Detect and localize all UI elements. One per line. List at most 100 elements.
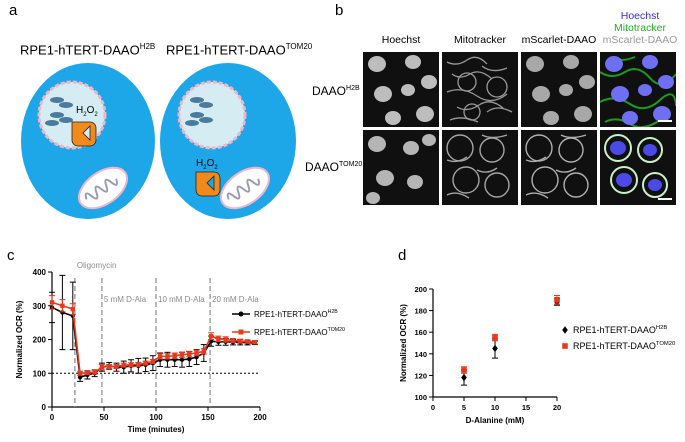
chart-ocr-dalanine: 100 120 140 160 180 200 0 5 10 15 20 D-Alanine (mM)… [399,285,676,425]
y-tick-label: 160 [414,328,427,337]
y-tick-label: 100 [414,393,427,402]
nucleus [177,80,247,150]
data-point [157,354,163,359]
data-point [172,353,177,358]
cell-title-h2b: RPE1-hTERT-DAAOH2B [20,42,156,58]
daao-enzyme-icon [195,171,221,197]
data-point [114,364,119,369]
cell-title-tom20: RPE1-hTERT-DAAOTOM20 [166,42,313,58]
data-point [136,362,141,367]
data-point [461,373,467,382]
treatment-label: 20 mM D-Ala [212,295,259,304]
series-tom20 [49,295,258,376]
data-point [60,303,65,308]
merge-legend: Hoechst Mitotracker mScarlet-DAAO [597,10,683,46]
y-tick-label: 200 [33,336,47,345]
chart-ocr-time: 0 100 200 300 400 0 50 100 150 200 Time (minutes) N… [15,262,345,434]
y-tick-label: 200 [414,285,427,294]
x-tick-label: 100 [149,413,163,422]
x-axis-label: Time (minutes) [128,425,185,434]
legend-label: RPE1-hTERT-DAAOTOM20 [573,341,676,351]
column-label-mscarlet: mScarlet-DAAO [521,34,597,46]
scale-bar [658,198,672,200]
data-point [99,364,105,370]
data-point [128,362,134,368]
micrograph-h2b-mscarlet [521,52,597,127]
x-tick-label: 0 [50,413,55,422]
row-label-h2b: DAAOH2B [312,84,360,98]
micrograph-tom20-mscarlet [521,130,597,205]
micrograph-h2b-hoechst [363,52,439,127]
data-point [208,333,214,339]
data-point [562,343,568,349]
data-point [492,344,498,353]
data-point [179,352,185,357]
series-line [51,306,255,379]
x-tick-label: 200 [253,413,267,422]
merge-label-mitotracker: Mitotracker [614,22,666,34]
merge-label-mscarlet: mScarlet-DAAO [602,34,678,46]
y-axis-label: Normalized OCR (%) [15,300,24,378]
x-tick-label: 15 [522,403,530,412]
micrograph-h2b-mitotracker [442,52,518,127]
data-point [77,375,83,380]
x-tick-label: 10 [491,403,499,412]
data-point [223,337,228,342]
panel-letter-a: a [9,2,18,19]
data-point [121,362,126,368]
micrograph-tom20-hoechst [363,130,439,205]
cell-diagrams: H2O2 H2O2 [21,63,296,219]
data-point [461,367,467,373]
dna-icon [45,97,73,126]
cell-diagram-tom20: H2O2 [160,63,296,219]
cell-diagram-h2b: H2O2 [21,63,155,219]
h2o2-label-1: H2O2 [76,105,98,118]
data-point [187,351,192,357]
data-point [70,306,75,312]
data-point [187,356,192,362]
x-tick-label: 0 [431,403,435,412]
series-h2b [461,298,560,386]
scale-bar [658,120,672,122]
y-tick-label: 140 [414,350,427,359]
panel-letter-d: d [398,247,407,264]
data-point [238,338,243,344]
data-point [165,354,170,359]
data-point [85,370,90,375]
dna-icon [185,97,213,126]
micrograph-tom20-merge [600,130,676,205]
micrograph-tom20-mitotracker [442,130,518,205]
x-tick-label: 50 [100,413,109,422]
y-tick-label: 300 [33,302,47,311]
treatment-label: 10 mM D-Ala [158,295,205,304]
data-point [238,329,244,335]
legend-label: RPE1-hTERT-DAAOTOM20 [254,327,345,337]
y-tick-label: 400 [33,268,47,277]
data-point [49,300,55,305]
series-tom20 [461,294,560,374]
daao-enzyme-icon [71,121,97,147]
data-point [216,336,221,342]
h2o2-label-2: H2O2 [196,158,218,171]
merge-label-hoechst: Hoechst [620,10,660,22]
data-point [201,349,207,354]
mitochondrion-icon [78,166,128,210]
y-tick-label: 100 [33,369,47,378]
treatment-label: 5 mM D-Ala [104,295,147,304]
mitochondrion-icon [220,166,270,210]
data-point [562,326,568,334]
panel-letter-b: b [335,2,344,19]
micrograph-h2b-merge [600,52,676,127]
data-point [238,311,244,317]
row-label-tom20: DAAOTOM20 [305,160,363,174]
data-point [245,339,250,344]
y-axis-label: Normalized OCR (%) [399,304,408,382]
data-point [252,340,257,345]
data-point [194,350,199,356]
data-point [179,357,185,362]
series-h2b [49,274,258,382]
x-tick-label: 150 [201,413,215,422]
column-label-hoechst: Hoechst [381,34,421,46]
x-tick-label: 5 [462,403,466,412]
data-point [492,334,498,341]
